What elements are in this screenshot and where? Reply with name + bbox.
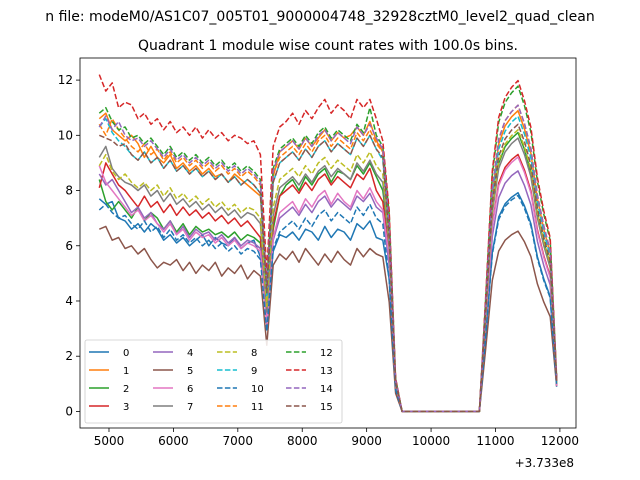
chart-title: Quadrant 1 module wise count rates with …: [138, 38, 518, 54]
legend-label-13: 13: [320, 366, 333, 377]
y-axis: 0 2 4 6 8 10 12: [58, 73, 80, 418]
legend-label-1: 1: [123, 366, 129, 377]
legend-label-9: 9: [251, 366, 257, 377]
figure-suptitle: n file: modeM0/AS1C07_005T01_9000004748_…: [45, 9, 594, 25]
series-layer: [98, 74, 558, 413]
series-line-12: [98, 85, 558, 413]
x-tick-label: 11000: [476, 434, 514, 448]
series-line-9: [98, 115, 558, 413]
legend-label-2: 2: [123, 384, 129, 395]
axes-frame: [79, 57, 577, 429]
y-tick-label: 12: [58, 73, 73, 87]
legend-label-0: 0: [123, 348, 129, 359]
series-line-14: [98, 104, 558, 413]
y-tick-label: 8: [65, 184, 73, 198]
x-axis: 5000 6000 7000 8000 9000 10000 11000 12000: [94, 428, 579, 448]
legend-label-3: 3: [123, 402, 129, 413]
x-tick-label: 7000: [223, 434, 254, 448]
legend-label-14: 14: [320, 384, 333, 395]
x-tick-label: 12000: [541, 434, 579, 448]
y-tick-label: 6: [65, 239, 73, 253]
legend-label-11: 11: [251, 402, 264, 413]
legend-label-10: 10: [251, 384, 264, 395]
legend-label-15: 15: [320, 402, 333, 413]
x-tick-label: 9000: [351, 434, 382, 448]
series-line-15: [99, 123, 558, 413]
legend-label-8: 8: [251, 348, 257, 359]
y-tick-label: 10: [58, 128, 73, 142]
x-tick-label: 6000: [158, 434, 189, 448]
y-tick-label: 4: [65, 294, 73, 308]
legend-label-4: 4: [187, 348, 193, 359]
legend-label-12: 12: [320, 348, 333, 359]
legend-label-7: 7: [187, 402, 193, 413]
legend-label-6: 6: [187, 384, 193, 395]
x-tick-label: 10000: [412, 434, 450, 448]
x-tick-label: 8000: [287, 434, 318, 448]
y-tick-label: 2: [65, 349, 73, 363]
x-tick-label: 5000: [94, 434, 125, 448]
y-tick-label: 0: [65, 404, 73, 418]
legend-label-5: 5: [187, 366, 193, 377]
x-offset-label: +3.733e8: [515, 456, 574, 470]
legend-box: [84, 339, 343, 424]
